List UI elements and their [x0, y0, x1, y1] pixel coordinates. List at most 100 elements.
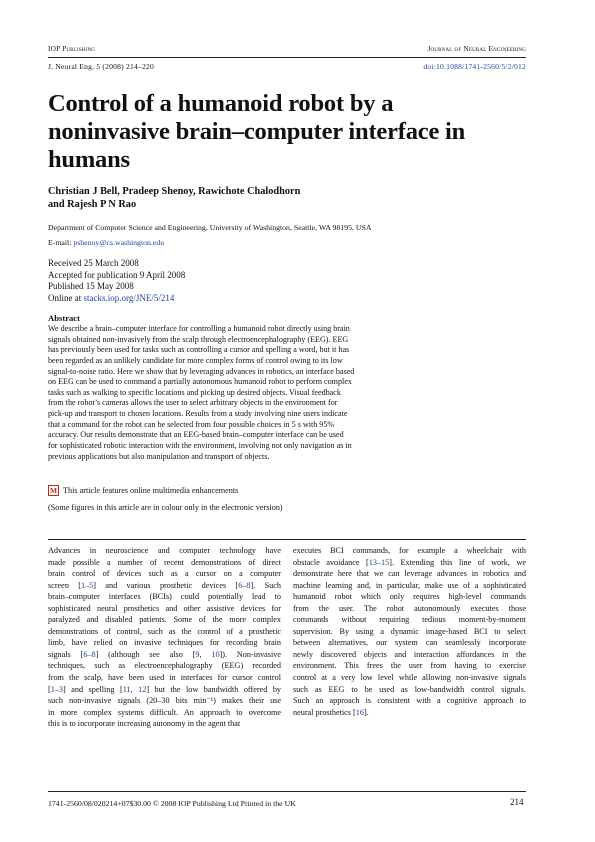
body-text: environment. This frees the user from ha… — [293, 661, 526, 671]
reference-link[interactable]: 16 — [355, 707, 364, 717]
abstract-line: has previously been used for tasks such … — [48, 345, 350, 355]
body-line: techniques, such as electroencephalograp… — [48, 660, 281, 672]
body-text: Advances in neuroscience and computer te… — [48, 546, 281, 555]
reference-link[interactable]: 6–8 — [238, 580, 251, 590]
footer-rule — [48, 791, 526, 792]
body-line: Advances in neuroscience and computer te… — [48, 545, 281, 557]
body-text: ] but the low bandwidth offered by — [146, 684, 282, 694]
body-text: such as EEG to be used as low-bandwidth … — [293, 684, 526, 694]
reference-link[interactable]: 13–15 — [368, 557, 390, 567]
accepted-date: Accepted for publication 9 April 2008 — [48, 269, 186, 280]
abstract-heading: Abstract — [48, 313, 80, 323]
author-line: and Rajesh P N Rao — [48, 198, 137, 210]
body-line: brain–computer interfaces (BCIs) could p… — [48, 591, 281, 603]
title-line: noninvasive brain–computer interface in — [48, 118, 466, 145]
abstract-text: We describe a brain–computer interface f… — [48, 324, 426, 462]
body-line: from the user. The robot autonomously ex… — [293, 603, 526, 615]
publisher-name: IOP Publishing — [48, 44, 96, 53]
abstract-line: on EEG can be used to command a partiall… — [48, 377, 352, 387]
body-text: screen [ — [48, 580, 81, 590]
reference-link[interactable]: 1–3 — [50, 684, 64, 694]
reference-link[interactable]: 1–5 — [80, 580, 94, 590]
online-line: Online at stacks.iop.org/JNE/5/214 — [48, 293, 185, 305]
body-text: demonstrate here that we can leverage ad… — [293, 569, 526, 579]
email-link[interactable]: pshenoy@cs.washington.edu — [73, 238, 165, 247]
body-line: commands without requiring tedious momen… — [293, 614, 526, 626]
body-text: this is to incorporate increasing autono… — [48, 719, 241, 729]
citation: J. Neural Eng. 5 (2008) 214–220 — [48, 62, 154, 71]
body-line: screen [1–5] and various prosthetic devi… — [48, 580, 281, 592]
reference-link[interactable]: 6–8 — [83, 649, 96, 659]
abstract-line: signal-to-noise ratio. Here we show that… — [48, 366, 355, 376]
footer-issn: 1741-2560/08/020214+07$30.00 © 2008 IOP … — [48, 799, 296, 808]
multimedia-icon[interactable]: M — [48, 485, 59, 496]
body-line: supervision. By using a dynamic image-ba… — [293, 626, 526, 638]
page-number: 214 — [510, 797, 524, 807]
body-text: brain control of devices such as a curso… — [48, 569, 281, 579]
body-rule — [48, 539, 526, 540]
abstract-line: for sophisticated robotic interaction wi… — [48, 440, 352, 450]
abstract-line: accuracy. Our results demonstrate that a… — [48, 430, 344, 440]
body-text: [ — [48, 684, 51, 694]
body-column-right: executes BCI commands, for example a whe… — [293, 545, 526, 718]
author-list: Christian J Bell, Pradeep Shenoy, Rawich… — [48, 186, 488, 211]
email-label: E-mail: — [48, 238, 74, 247]
abstract-line: been regarded as an unlikely candidate f… — [48, 355, 343, 365]
online-link[interactable]: stacks.iop.org/JNE/5/214 — [83, 293, 175, 304]
reference-link[interactable]: 9 — [195, 649, 200, 659]
multimedia-text: This article features online multimedia … — [63, 486, 239, 495]
body-line: made possible a number of recent demonst… — [48, 557, 281, 569]
reference-link[interactable]: 10 — [211, 649, 220, 659]
doi-link[interactable]: doi:10.1088/1741-2560/5/2/012 — [423, 62, 526, 71]
abstract-line: that a command for the robot can be sele… — [48, 419, 335, 429]
colour-note: (Some figures in this article are in col… — [48, 503, 283, 512]
multimedia-note: M This article features online multimedi… — [48, 485, 238, 496]
body-line: control at a very low level while allowi… — [293, 672, 526, 684]
abstract-line: from the robot’s cameras allows the user… — [48, 398, 338, 408]
body-text: newly discovered objects and interaction… — [293, 649, 526, 659]
body-text: ] and various prosthetic devices [ — [93, 580, 239, 590]
body-text: such non-invasive signals (20–30 bits mi… — [48, 696, 281, 706]
title-line: humans — [48, 146, 130, 173]
body-text: humanoid robot which only requires high-… — [293, 592, 526, 602]
body-text: sophisticated neural prosthetics and oth… — [48, 603, 281, 613]
body-column-left: Advances in neuroscience and computer te… — [48, 545, 281, 730]
body-text: made possible a number of recent demonst… — [48, 557, 281, 567]
journal-name: Journal of Neural Engineering — [427, 44, 526, 53]
body-line: paralyzed and disabled patients. Some of… — [48, 614, 281, 626]
body-line: such non-invasive signals (20–30 bits mi… — [48, 695, 281, 707]
reference-link[interactable]: 11 — [122, 684, 131, 694]
body-text: ] (although see also [ — [95, 649, 196, 659]
body-line: limb, have relied on invasive techniques… — [48, 637, 281, 649]
body-text: supervision. By using a dynamic image-ba… — [293, 626, 526, 636]
body-text: techniques, such as electroencephalograp… — [48, 661, 281, 671]
received-date: Received 25 March 2008 — [48, 258, 139, 268]
body-text: executes BCI commands, for example a whe… — [293, 546, 526, 555]
body-text: ] and spelling [ — [63, 684, 123, 694]
body-line: neural prosthetics [16]. — [293, 707, 526, 719]
affiliation: Department of Computer Science and Engin… — [48, 223, 372, 232]
reference-link[interactable]: 12 — [138, 684, 147, 694]
body-line: from the scalp, have been used in interf… — [48, 672, 281, 684]
abstract-line: We describe a brain–computer interface f… — [48, 324, 350, 333]
body-line: this is to incorporate increasing autono… — [48, 718, 281, 730]
body-line: between alternatives, our system can sea… — [293, 637, 526, 649]
abstract-line: pick-up and transport to chosen location… — [48, 409, 348, 418]
body-line: humanoid robot which only requires high-… — [293, 591, 526, 603]
body-line: machine learning and, in particular, mak… — [293, 580, 526, 592]
body-text: ]. Extending this line of work, we — [389, 557, 526, 567]
body-text: from the user. The robot autonomously ex… — [293, 603, 526, 613]
body-text: obstacle avoidance [ — [293, 557, 369, 567]
abstract-line: tasks such as walking to specific locati… — [48, 387, 341, 397]
body-line: executes BCI commands, for example a whe… — [293, 545, 526, 557]
body-text: from the scalp, have been used in interf… — [48, 673, 281, 683]
body-text: , — [199, 649, 212, 659]
body-line: in more complex systems difficult. An ap… — [48, 707, 281, 719]
published-date: Published 15 May 2008 — [48, 281, 134, 292]
body-text: ]. Such — [250, 580, 282, 590]
abstract-line: signals obtained non-invasively from the… — [48, 334, 349, 344]
online-prefix: Online at — [48, 293, 84, 304]
body-text: demonstrations of control, such as the c… — [48, 626, 281, 636]
author-line: Christian J Bell, Pradeep Shenoy, Rawich… — [48, 186, 301, 197]
publication-dates: Received 25 March 2008 Accepted for publ… — [48, 258, 185, 305]
